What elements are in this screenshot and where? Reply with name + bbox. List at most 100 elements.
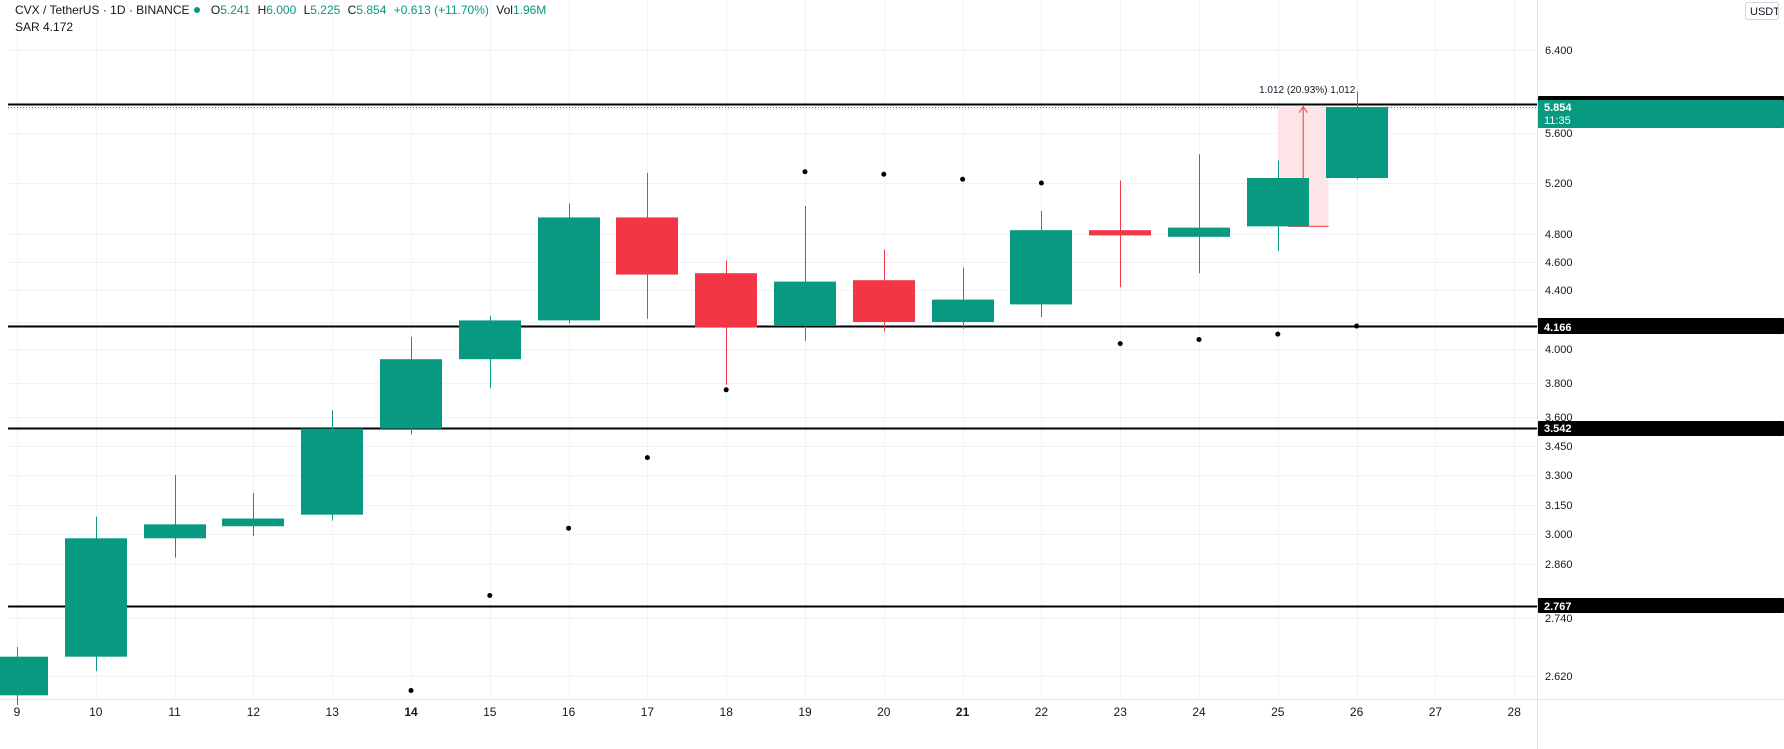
last-price-tag-bg — [1538, 100, 1784, 128]
time-tick-label: 11 — [168, 705, 181, 719]
time-tick-label: 25 — [1271, 705, 1285, 719]
candle-body — [380, 359, 442, 429]
sar-dot-17 — [644, 455, 650, 461]
candle-17 — [616, 173, 678, 319]
open-label: O — [210, 3, 221, 17]
price-tick-label: 2.860 — [1545, 559, 1573, 571]
candle-21 — [932, 267, 994, 329]
price-tick-label: 4.800 — [1545, 229, 1573, 241]
line-price-tag: 3.542 — [1538, 421, 1784, 436]
sar-dot-14 — [408, 688, 414, 693]
price-tick-label: 3.450 — [1545, 441, 1573, 453]
candle-12 — [222, 493, 284, 537]
candle-body — [695, 273, 757, 328]
low-value: 5.225 — [310, 3, 341, 17]
candle-body — [144, 524, 206, 539]
high-value: 6.000 — [266, 3, 297, 17]
price-tick-label: 3.150 — [1545, 500, 1573, 512]
time-tick-label: 23 — [1114, 705, 1128, 719]
line-price-tag-text: 3.542 — [1544, 423, 1572, 435]
candle-body — [1247, 178, 1309, 227]
low-label: L — [303, 3, 311, 17]
candle-body — [774, 281, 836, 327]
countdown-text: 11:35 — [1544, 115, 1571, 127]
candlestick-series — [0, 91, 1388, 705]
last-price-tag-text: 5.854 — [1544, 102, 1572, 114]
sar-dot-19 — [802, 169, 808, 175]
sar-dot-24 — [1196, 337, 1202, 343]
time-tick-label: 18 — [720, 705, 734, 719]
candle-body — [1168, 227, 1230, 237]
sar-dot-21 — [960, 176, 966, 182]
sar-dot-22 — [1038, 180, 1044, 186]
chart-legend: CVX / TetherUS · 1D · BINANCE O5.241 H6.… — [15, 2, 546, 18]
volume-value: 1.96M — [512, 3, 547, 17]
candle-23 — [1089, 180, 1151, 288]
candle-body — [222, 518, 284, 527]
price-tick-label: 3.800 — [1545, 378, 1573, 390]
candle-body — [616, 217, 678, 275]
sar-series — [408, 169, 1360, 693]
time-tick-label: 17 — [641, 705, 655, 719]
price-tick-label: 3.000 — [1545, 529, 1573, 541]
time-tick-label: 26 — [1350, 705, 1364, 719]
currency-button[interactable]: USDT — [1745, 2, 1779, 20]
price-tick-label: 5.200 — [1545, 178, 1573, 190]
price-tick-label: 4.400 — [1545, 285, 1573, 297]
time-tick-label: 28 — [1508, 705, 1522, 719]
price-tick-label: 2.620 — [1545, 671, 1573, 683]
time-tick-label: 12 — [247, 705, 261, 719]
open-value: 5.241 — [220, 3, 251, 17]
candle-20 — [853, 249, 915, 332]
candle-body — [459, 320, 521, 360]
candle-body — [1326, 107, 1388, 178]
candle-body — [301, 428, 363, 515]
sar-dot-25 — [1275, 331, 1281, 337]
symbol-title[interactable]: CVX / TetherUS · 1D · BINANCE — [15, 3, 190, 17]
close-label: C — [347, 3, 357, 17]
sar-label: SAR — [15, 20, 40, 34]
candle-15 — [459, 315, 521, 389]
time-tick-label: 16 — [562, 705, 576, 719]
sar-value: 4.172 — [43, 20, 74, 34]
price-axis[interactable]: 2.6202.7402.8603.0003.1503.3003.4503.600… — [1545, 45, 1573, 683]
price-tick-label: 3.300 — [1545, 470, 1573, 482]
volume-label: Vol — [496, 3, 513, 17]
time-tick-label: 9 — [14, 705, 21, 719]
candle-body — [1089, 230, 1151, 236]
candle-19 — [774, 205, 836, 341]
sar-dot-20 — [881, 171, 887, 177]
candle-body — [1010, 230, 1072, 305]
time-tick-label: 15 — [483, 705, 497, 719]
candle-10 — [65, 516, 127, 672]
price-tick-label: 4.000 — [1545, 344, 1573, 356]
candle-22 — [1010, 211, 1072, 318]
candle-24 — [1168, 154, 1230, 274]
time-tick-label: 19 — [798, 705, 812, 719]
candle-16 — [538, 203, 600, 324]
change-value: +0.613 (+11.70%) — [393, 3, 489, 17]
candle-9 — [0, 647, 48, 705]
sar-legend[interactable]: SAR 4.172 — [15, 19, 73, 35]
candle-body — [538, 217, 600, 321]
sar-price-tag: 4.166 — [1538, 319, 1784, 334]
line-price-tag-text: 2.767 — [1544, 601, 1572, 613]
time-tick-label: 20 — [877, 705, 891, 719]
time-axis[interactable]: 9 10 11 12 13 14 15 16 17 18 19 20 21 22 23 24 25 26 27 28 — [14, 705, 1522, 719]
price-tick-label: 6.400 — [1545, 45, 1573, 57]
candle-body — [932, 299, 994, 322]
candle-body — [65, 538, 127, 657]
candle-14 — [380, 336, 442, 435]
time-tick-label: 22 — [1035, 705, 1049, 719]
candle-11 — [144, 475, 206, 558]
line-price-tag-bg — [1538, 421, 1784, 436]
candle-body — [853, 280, 915, 322]
sar-price-tag-text: 4.166 — [1544, 322, 1572, 334]
time-tick-label: 13 — [326, 705, 340, 719]
horizontal-lines[interactable] — [8, 103, 1537, 608]
close-value: 5.854 — [356, 3, 387, 17]
